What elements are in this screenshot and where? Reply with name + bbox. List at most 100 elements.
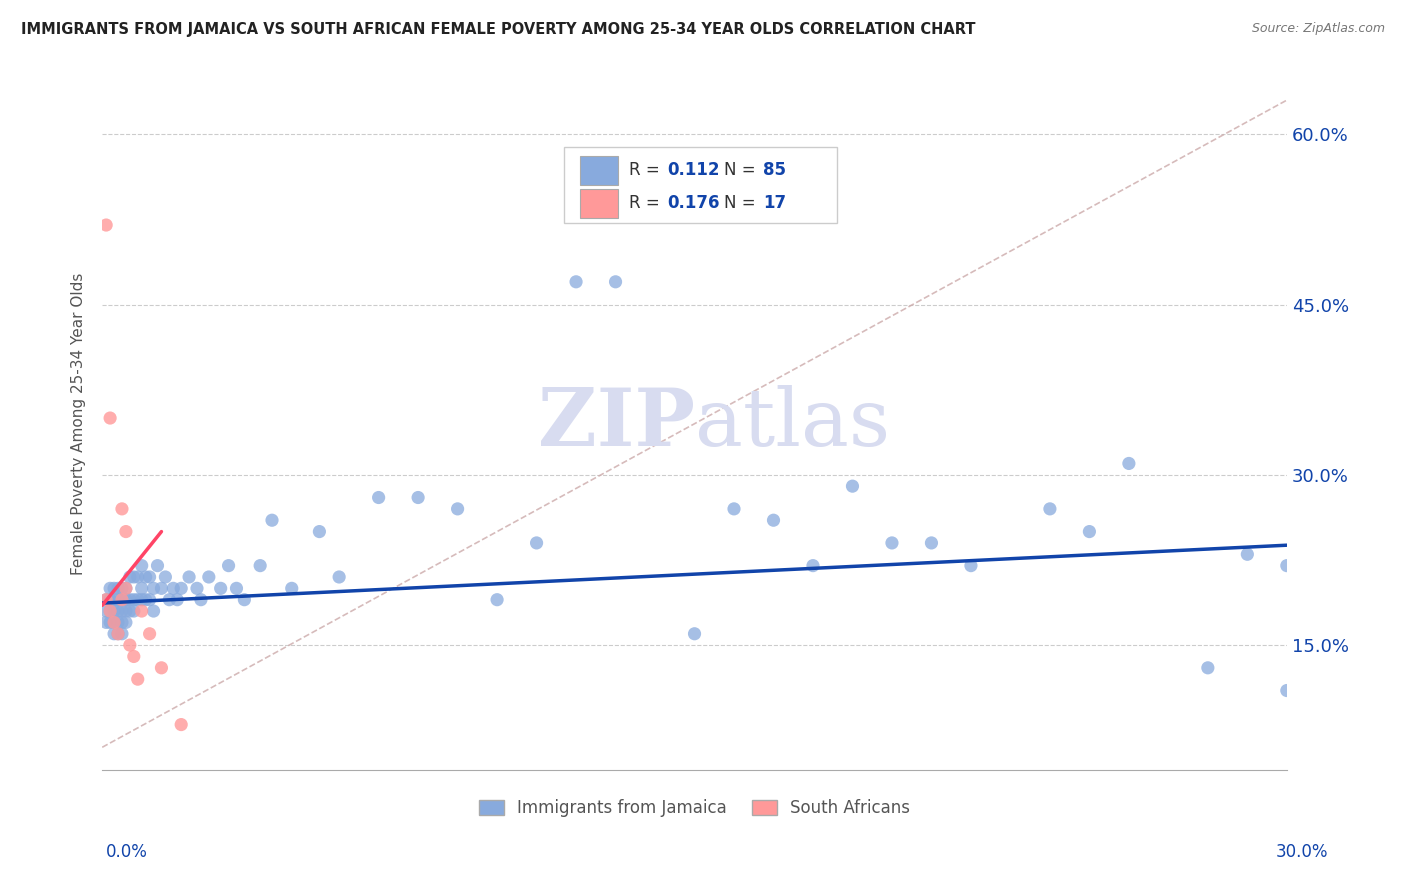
FancyBboxPatch shape (579, 189, 617, 218)
Point (111, 604, 134, 618)
Point (107, 582, 129, 596)
Point (103, 615, 125, 630)
Text: 0.176: 0.176 (668, 194, 720, 212)
Point (115, 582, 138, 596)
Point (157, 592, 180, 607)
Point (1197, 661, 1219, 675)
Point (260, 513, 283, 527)
Point (118, 638, 141, 652)
Point (122, 570, 145, 584)
Point (406, 491, 429, 505)
Point (1078, 524, 1101, 539)
Point (122, 592, 145, 607)
Point (446, 501, 468, 516)
Point (115, 604, 138, 618)
Text: ZIP: ZIP (537, 384, 695, 463)
Point (98, 615, 121, 630)
Point (1275, 683, 1298, 698)
Point (308, 524, 330, 539)
Point (122, 604, 145, 618)
Point (135, 570, 157, 584)
Y-axis label: Female Poverty Among 25-34 Year Olds: Female Poverty Among 25-34 Year Olds (72, 273, 86, 575)
Text: 85: 85 (763, 161, 786, 179)
Point (841, 479, 863, 493)
Text: 30.0%: 30.0% (1277, 843, 1329, 861)
Text: R =: R = (630, 161, 665, 179)
Point (249, 558, 271, 573)
Point (111, 615, 134, 630)
Text: R =: R = (630, 194, 665, 212)
Point (920, 536, 942, 550)
Point (96, 592, 118, 607)
FancyBboxPatch shape (564, 146, 837, 223)
Point (170, 717, 193, 731)
Point (1039, 501, 1062, 516)
Point (127, 592, 149, 607)
Point (98, 604, 121, 618)
Point (801, 558, 824, 573)
Point (98, 411, 121, 425)
FancyBboxPatch shape (579, 156, 617, 185)
Point (118, 592, 141, 607)
Point (328, 570, 350, 584)
Point (111, 592, 134, 607)
Point (233, 592, 256, 607)
Point (146, 558, 169, 573)
Point (96, 218, 118, 232)
Point (111, 626, 134, 640)
Point (98, 604, 121, 618)
Point (155, 570, 177, 584)
Point (115, 592, 138, 607)
Point (98, 592, 121, 607)
Point (1118, 457, 1140, 471)
Point (218, 558, 240, 573)
Point (367, 491, 389, 505)
Point (103, 626, 125, 640)
Point (98, 582, 121, 596)
Point (96, 604, 118, 618)
Point (118, 570, 141, 584)
Point (111, 501, 134, 516)
Point (166, 592, 188, 607)
Point (281, 582, 304, 596)
Point (115, 524, 138, 539)
Point (177, 570, 200, 584)
Point (198, 570, 221, 584)
Text: 0.0%: 0.0% (105, 843, 148, 861)
Point (150, 582, 173, 596)
Point (186, 582, 208, 596)
Point (1275, 558, 1298, 573)
Point (107, 604, 129, 618)
Point (111, 582, 134, 596)
Point (107, 615, 129, 630)
Point (1236, 547, 1258, 561)
Point (880, 536, 903, 550)
Text: 17: 17 (763, 194, 786, 212)
Point (190, 592, 212, 607)
Point (170, 582, 193, 596)
Text: N =: N = (724, 194, 761, 212)
Point (122, 649, 145, 664)
Point (526, 536, 548, 550)
Point (115, 615, 138, 630)
Point (131, 582, 153, 596)
Point (605, 275, 627, 289)
Point (162, 582, 184, 596)
Point (96, 592, 118, 607)
Point (103, 592, 125, 607)
Point (103, 582, 125, 596)
Point (138, 626, 160, 640)
Point (486, 592, 509, 607)
Point (762, 513, 785, 527)
Point (565, 275, 588, 289)
Point (107, 626, 129, 640)
Point (107, 592, 129, 607)
Text: IMMIGRANTS FROM JAMAICA VS SOUTH AFRICAN FEMALE POVERTY AMONG 25-34 YEAR OLDS CO: IMMIGRANTS FROM JAMAICA VS SOUTH AFRICAN… (21, 22, 976, 37)
Point (142, 604, 165, 618)
Point (107, 626, 129, 640)
Point (96, 615, 118, 630)
Text: Source: ZipAtlas.com: Source: ZipAtlas.com (1251, 22, 1385, 36)
Point (138, 592, 160, 607)
Point (131, 604, 153, 618)
Legend: Immigrants from Jamaica, South Africans: Immigrants from Jamaica, South Africans (472, 793, 917, 824)
